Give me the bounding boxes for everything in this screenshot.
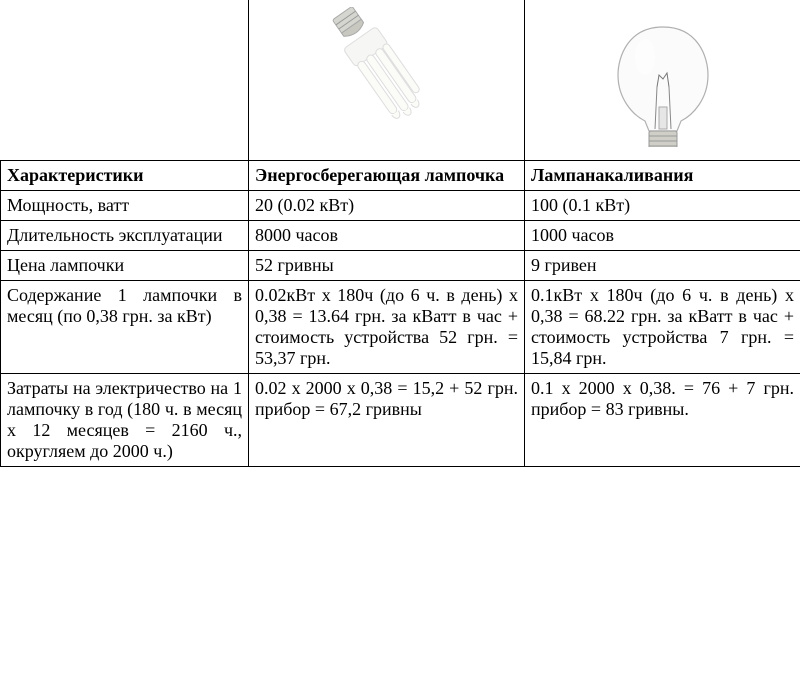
row-yearly: Затраты на электричество на 1 лампочку в… [1, 373, 800, 466]
incandescent-lifetime: 1000 часов [525, 220, 800, 250]
row-price: Цена лампочки 52 гривны 9 гривен [1, 250, 800, 280]
row-monthly: Содержание 1 лампочки в месяц (по 0,38 г… [1, 280, 800, 373]
label-yearly: Затраты на электричество на 1 лампочку в… [1, 373, 249, 466]
row-lifetime: Длительность эксплуатации 8000 часов 100… [1, 220, 800, 250]
incandescent-monthly: 0.1кВт x 180ч (до 6 ч. в день) x 0,38 = … [525, 280, 800, 373]
label-lifetime: Длительность эксплуатации [1, 220, 249, 250]
incandescent-price: 9 гривен [525, 250, 800, 280]
label-power: Мощность, ватт [1, 190, 249, 220]
row-power: Мощность, ватт 20 (0.02 кВт) 100 (0.1 кВ… [1, 190, 800, 220]
header-row: Характеристики Энергосберегающая лампочк… [1, 160, 800, 190]
label-price: Цена лампочки [1, 250, 249, 280]
cfl-bulb-icon [307, 7, 467, 147]
incandescent-power: 100 (0.1 кВт) [525, 190, 800, 220]
cfl-lifetime: 8000 часов [249, 220, 525, 250]
header-incandescent: Лампанакаливания [525, 160, 800, 190]
header-cfl: Энергосберегающая лампочка [249, 160, 525, 190]
image-row [1, 0, 800, 160]
cfl-price: 52 гривны [249, 250, 525, 280]
incandescent-bulb-icon [598, 7, 728, 147]
cfl-power: 20 (0.02 кВт) [249, 190, 525, 220]
image-cell-empty [1, 0, 249, 160]
label-monthly: Содержание 1 лампочки в месяц (по 0,38 г… [1, 280, 249, 373]
comparison-table: Характеристики Энергосберегающая лампочк… [0, 0, 800, 467]
cfl-monthly: 0.02кВт x 180ч (до 6 ч. в день) x 0,38 =… [249, 280, 525, 373]
image-cell-incandescent [525, 0, 800, 160]
header-characteristics: Характеристики [1, 160, 249, 190]
cfl-yearly: 0.02 x 2000 x 0,38 = 15,2 + 52 грн. приб… [249, 373, 525, 466]
image-cell-cfl [249, 0, 525, 160]
incandescent-yearly: 0.1 x 2000 x 0,38. = 76 + 7 грн. прибор … [525, 373, 800, 466]
